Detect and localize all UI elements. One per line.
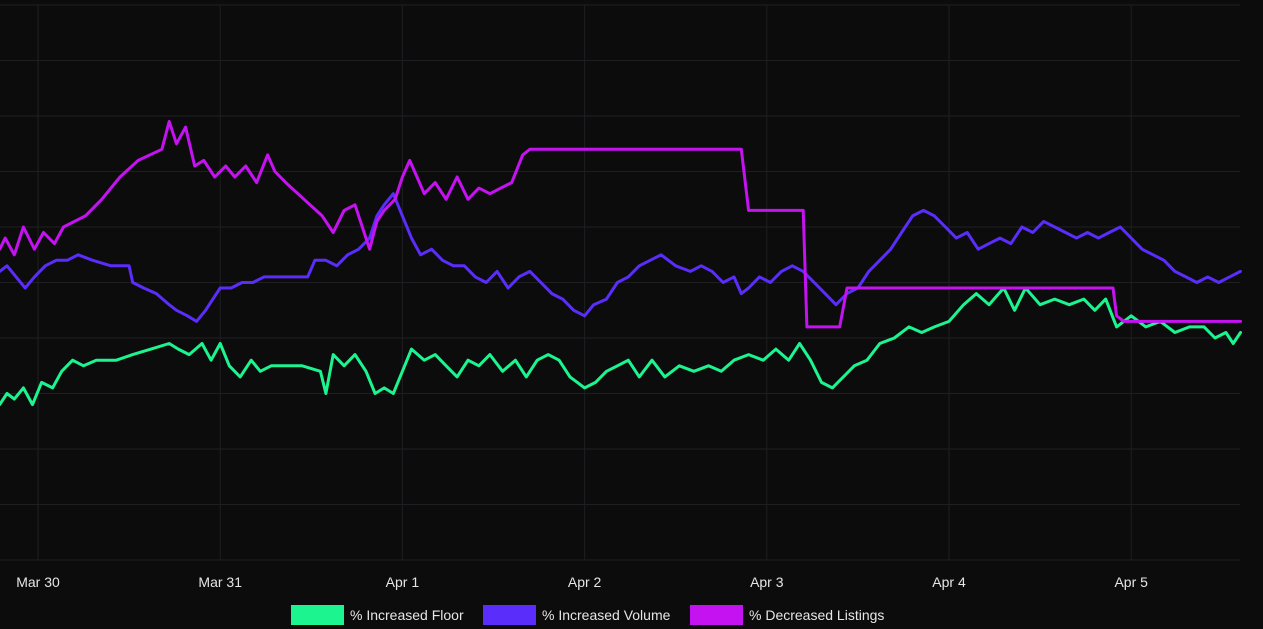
x-tick-label: Apr 3	[750, 574, 784, 590]
x-tick-label: Mar 30	[16, 574, 60, 590]
x-tick-label: Mar 31	[198, 574, 242, 590]
x-tick-label: Apr 2	[568, 574, 602, 590]
legend-item-1[interactable]: % Increased Floor	[291, 605, 464, 625]
x-tick-label: Apr 1	[386, 574, 420, 590]
legend-label: % Increased Volume	[542, 607, 671, 623]
legend-label: % Increased Floor	[350, 607, 464, 623]
legend[interactable]: % Increased Floor % Increased Volume % Dec…	[291, 605, 884, 625]
series-layer	[0, 120, 1242, 407]
legend-swatch	[483, 605, 536, 625]
legend-item-2[interactable]: % Increased Volume	[483, 605, 671, 625]
legend-label: % Decreased Listings	[749, 607, 884, 623]
legend-swatch	[690, 605, 743, 625]
legend-item-3[interactable]: % Decreased Listings	[690, 605, 884, 625]
x-axis-ticks: Mar 30 Mar 31 Apr 1 Apr 2 Apr 3 Apr 4 Apr 5	[16, 574, 1148, 590]
series-line-3	[0, 120, 1242, 329]
x-tick-label: Apr 5	[1114, 574, 1148, 590]
legend-swatch	[291, 605, 344, 625]
series-line-2	[0, 192, 1242, 323]
x-tick-label: Apr 4	[932, 574, 966, 590]
series-line-1	[0, 286, 1242, 407]
